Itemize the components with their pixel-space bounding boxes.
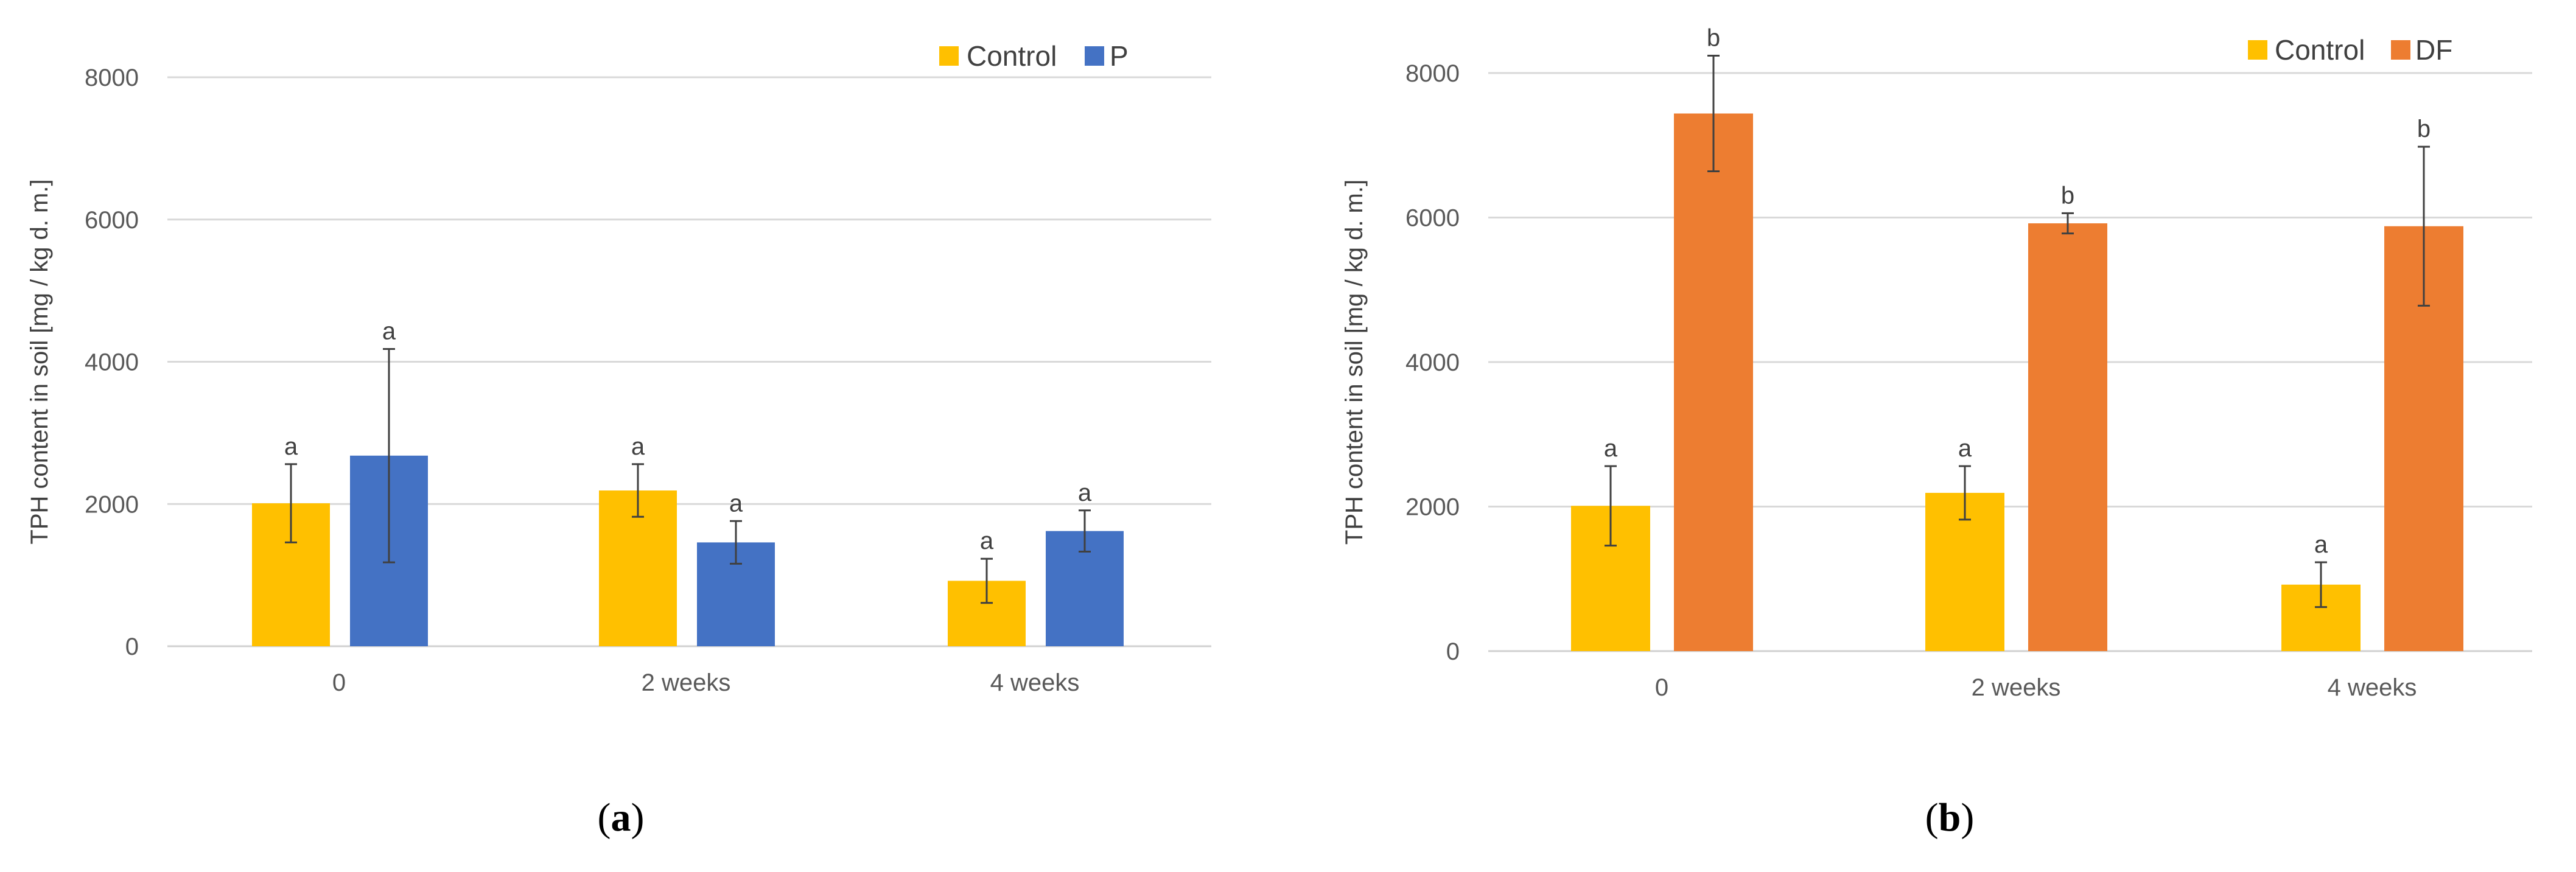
significance-letter: b	[1707, 25, 1720, 52]
y-tick-label: 4000	[85, 349, 139, 376]
bar-df-1	[2028, 223, 2107, 651]
y-tick-label: 6000	[85, 207, 139, 234]
y-tick-label: 0	[125, 633, 139, 660]
x-tick-label: 2 weeks	[1972, 674, 2061, 701]
legend-label-p: P	[1110, 40, 1129, 72]
legend-swatch-control	[2248, 40, 2267, 60]
x-tick-label: 4 weeks	[990, 669, 1080, 696]
significance-letter: b	[2061, 182, 2074, 209]
y-axis-title: TPH content in soil [mg / kg d. m.]	[1341, 180, 1368, 545]
significance-letter: a	[2314, 531, 2328, 558]
y-tick-label: 6000	[1405, 205, 1460, 232]
significance-letter: a	[729, 490, 743, 517]
chart-panel-b: 0 2000 4000 6000 8000 TPH content in soil [mg…	[1341, 25, 2532, 840]
legend-label-df: DF	[2415, 34, 2452, 66]
x-tick-label: 0	[332, 669, 346, 696]
x-tick-label: 4 weeks	[2328, 674, 2417, 701]
significance-letter: a	[382, 318, 396, 344]
y-tick-label: 2000	[85, 491, 139, 518]
significance-letter: a	[284, 433, 298, 460]
y-tick-label: 2000	[1405, 494, 1460, 521]
significance-letter: a	[1078, 480, 1092, 506]
y-tick-label: 0	[1446, 638, 1460, 665]
bar-df-0	[1674, 113, 1753, 651]
y-tick-label: 4000	[1405, 349, 1460, 376]
y-tick-label: 8000	[85, 65, 139, 91]
legend-swatch-control	[939, 46, 959, 66]
legend-label-control: Control	[2275, 34, 2365, 66]
significance-letter: a	[1958, 435, 1972, 462]
panel-label: (a)	[598, 795, 645, 840]
significance-letter: a	[631, 433, 645, 460]
chart-panel-a: 0 2000 4000 6000 8000 TPH content in soil [mg…	[26, 40, 1211, 840]
y-axis-title: TPH content in soil [mg / kg d. m.]	[26, 179, 53, 544]
significance-letter: a	[1604, 435, 1618, 462]
significance-letter: a	[980, 528, 994, 554]
y-tick-label: 8000	[1405, 60, 1460, 87]
x-tick-label: 2 weeks	[642, 669, 731, 696]
x-tick-label: 0	[1655, 674, 1668, 701]
significance-letter: b	[2417, 116, 2431, 142]
legend-swatch-p	[1085, 46, 1104, 66]
legend-swatch-df	[2391, 40, 2410, 60]
panel-label: (b)	[1925, 795, 1975, 840]
legend-label-control: Control	[967, 40, 1057, 72]
